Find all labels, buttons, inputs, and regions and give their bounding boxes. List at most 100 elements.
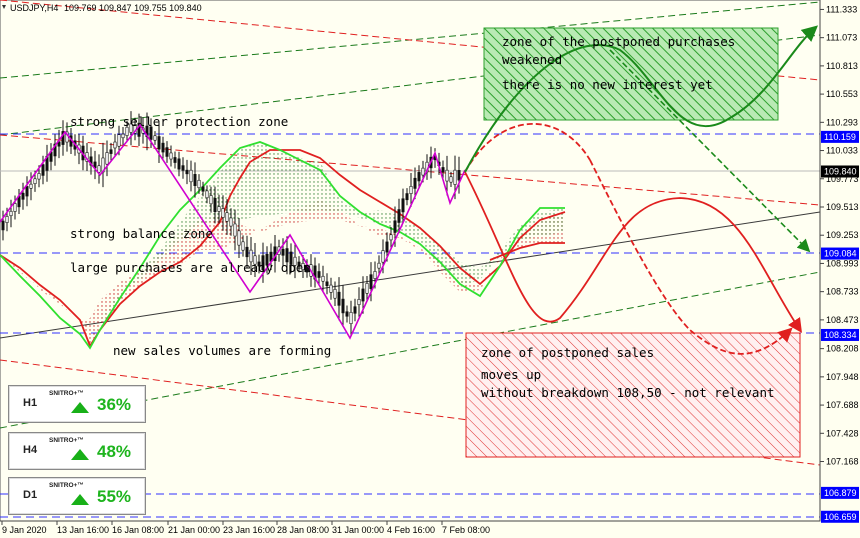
candle-body (225, 212, 229, 222)
candle-body (209, 195, 213, 205)
candle-body (441, 167, 445, 173)
annotation-sales-zone-title: zone of postponed sales (481, 345, 654, 360)
price-marker-label: 106.659 (824, 512, 857, 522)
annotation-purchase-zone-title: zone of the postponed purchases (502, 34, 735, 49)
price-marker-label: 106.879 (824, 488, 857, 498)
badge-brand: SNITRO+™ (49, 390, 84, 397)
badge-percent: 36% (97, 395, 132, 414)
x-tick-label: 13 Jan 16:00 (57, 525, 109, 535)
price-marker-box (821, 486, 859, 499)
candle-body (385, 241, 389, 253)
y-tick-label: 110.293 (826, 117, 858, 127)
candle-body (329, 284, 333, 293)
zigzag-line (0, 123, 466, 340)
y-tick-label: 107.948 (826, 372, 859, 382)
price-marker-label: 109.840 (824, 166, 857, 176)
price-markers: 110.159 109.840 109.084 108.334 106.879 106.6… (821, 130, 859, 523)
candle-body (113, 141, 117, 149)
candle-body (41, 164, 45, 176)
x-tick-label: 9 Jan 2020 (2, 525, 47, 535)
candle-body (157, 136, 161, 150)
candle-body (413, 177, 417, 189)
candle-body (457, 170, 461, 181)
candle-body (233, 223, 237, 237)
candle-body (333, 288, 337, 299)
candle-body (337, 291, 341, 306)
candle-body (453, 169, 457, 185)
price-marker-box (821, 247, 859, 260)
candle-body (373, 271, 377, 279)
y-tick-label: 111.073 (826, 33, 857, 43)
x-tick-label: 31 Jan 00:00 (332, 525, 384, 535)
y-tick-label: 110.033 (826, 146, 858, 156)
candle-body (289, 251, 293, 265)
candle-body (341, 298, 345, 314)
candle-body (53, 143, 57, 157)
candle-body (105, 152, 109, 165)
annotation-sales-zone-breakdown: without breakdown 108,50 - not relevant (481, 385, 775, 400)
candle-body (421, 167, 425, 176)
candle-body (281, 248, 285, 256)
y-tick-label: 108.993 (826, 258, 859, 268)
candle-body (21, 192, 25, 200)
badge-percent: 48% (97, 442, 132, 461)
ohlc-readout: 109.769 109.847 109.755 109.840 (64, 3, 202, 13)
x-tick-label: 7 Feb 08:00 (442, 525, 490, 535)
candle-body (345, 311, 349, 317)
candle-body (381, 250, 385, 263)
signal-badge-d1: D1 SNITRO+™ 55% (8, 477, 146, 515)
candle-body (109, 149, 113, 154)
up-arrow-icon (71, 402, 89, 413)
candle-body (317, 271, 321, 278)
candle-body (321, 275, 325, 282)
y-tick-label: 109.513 (826, 202, 859, 212)
candle-body (33, 178, 37, 185)
candle-body (417, 172, 421, 182)
badge-brand: SNITRO+™ (49, 437, 84, 444)
candle-body (377, 262, 381, 269)
candle-body (221, 208, 225, 218)
annotation-seller-zone: strong seller protection zone (70, 114, 288, 129)
candle-body (61, 131, 65, 145)
candle-body (181, 165, 185, 171)
candle-body (201, 186, 205, 192)
price-axis[interactable]: 111.333 111.073 110.813 110.553 110.293 110.0… (820, 4, 859, 467)
y-tick-label: 110.813 (826, 61, 858, 71)
candle-body (117, 134, 121, 147)
candle-body (161, 142, 165, 153)
candle-body (229, 217, 233, 227)
y-tick-label: 108.733 (826, 287, 859, 297)
candle-body (361, 288, 365, 302)
candle-body (285, 248, 289, 263)
candle-body (397, 209, 401, 223)
candle-body (369, 274, 373, 289)
candle-body (185, 169, 189, 175)
badge-timeframe: H4 (23, 444, 38, 456)
x-tick-label: 21 Jan 00:00 (168, 525, 220, 535)
candle-body (213, 198, 217, 212)
candle-body (97, 165, 101, 173)
candle-body (401, 198, 405, 213)
candle-body (25, 186, 29, 197)
x-tick-label: 4 Feb 16:00 (387, 525, 435, 535)
postponed-purchases-zone (483, 27, 779, 121)
candle-body (29, 183, 33, 189)
price-marker-label: 110.159 (824, 132, 856, 142)
y-tick-label: 107.168 (826, 457, 859, 467)
candle-body (129, 123, 133, 133)
time-axis[interactable]: 9 Jan 2020 13 Jan 16:00 16 Jan 08:00 21 Jan… (1, 521, 490, 535)
candle-body (353, 306, 357, 314)
collapse-icon[interactable] (2, 5, 6, 9)
y-tick-label: 108.473 (826, 315, 859, 325)
badge-timeframe: D1 (23, 489, 38, 501)
candle-body (169, 152, 173, 160)
candle-body (57, 141, 61, 147)
candle-body (297, 261, 301, 267)
y-tick-label: 109.773 (826, 174, 859, 184)
candle-body (245, 246, 249, 258)
y-tick-label: 111.333 (826, 4, 857, 14)
annotation-sales-zone-moves: moves up (481, 367, 541, 382)
candle-body (89, 156, 93, 166)
annotation-purchase-zone-weakened: weakened (502, 52, 562, 67)
candle-body (5, 216, 9, 223)
